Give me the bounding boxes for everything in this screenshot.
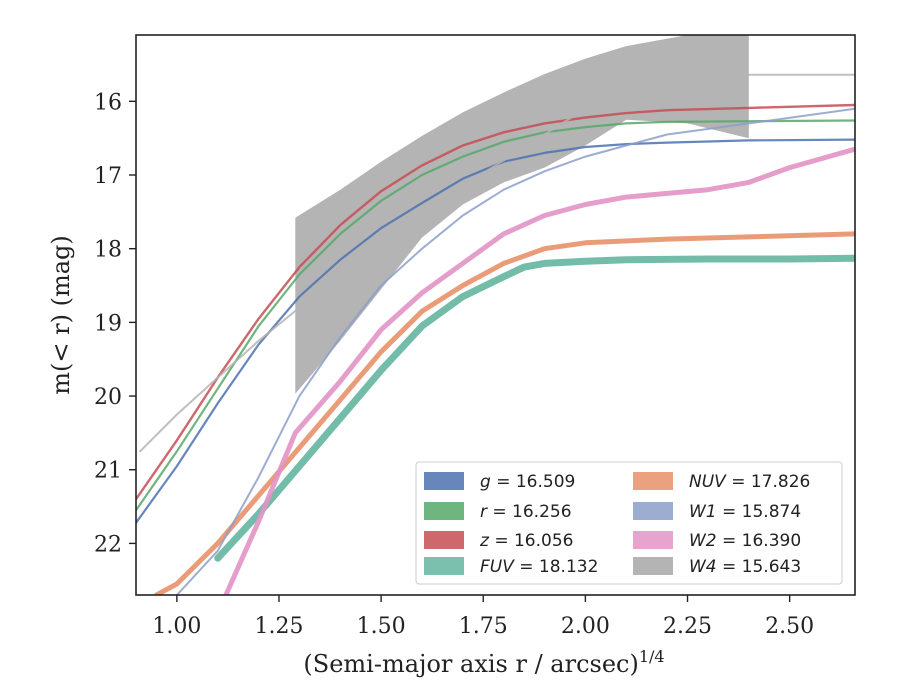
legend: g = 16.509 r = 16.256 z = 16.056 FUV = 18.1… xyxy=(415,461,843,585)
y-axis-label: m(< r) (mag) xyxy=(47,235,75,394)
x-tick-label: 2.00 xyxy=(561,614,610,639)
series-line-w1 xyxy=(175,107,855,595)
y-tick-label: 18 xyxy=(94,238,122,263)
legend-swatch-w4 xyxy=(633,557,673,575)
y-tick-label: 16 xyxy=(94,90,122,115)
series-line-w2 xyxy=(223,146,855,595)
legend-label-nuv: NUV = 17.826 xyxy=(689,472,810,492)
x-axis-label: (Semi-major axis r / arcsec)1/4 xyxy=(303,647,664,678)
x-axis-label-main: (Semi-major axis r / arcsec) xyxy=(303,650,638,678)
y-axis: 16 17 18 19 20 21 22 xyxy=(94,90,136,557)
legend-frame xyxy=(415,461,843,585)
x-tick-label: 2.50 xyxy=(765,614,814,639)
legend-swatch-w2 xyxy=(633,531,673,549)
x-tick-label: 1.25 xyxy=(254,614,303,639)
y-tick-label: 19 xyxy=(94,311,122,336)
x-tick-label: 1.00 xyxy=(152,614,201,639)
legend-label-w1: W1 = 15.874 xyxy=(689,502,801,522)
series-line-fuv xyxy=(214,254,855,562)
legend-swatch-r xyxy=(424,502,464,520)
series-band-w4 xyxy=(295,35,749,394)
series-line-w4 xyxy=(139,73,855,453)
x-tick-label: 1.50 xyxy=(357,614,406,639)
y-tick-label: 21 xyxy=(94,459,122,484)
y-tick-label: 17 xyxy=(94,164,122,189)
plot-frame xyxy=(135,34,856,596)
legend-label-z: z = 16.056 xyxy=(479,531,573,551)
legend-swatch-nuv xyxy=(633,472,673,490)
y-tick-label: 20 xyxy=(94,385,122,410)
plot-area xyxy=(136,35,855,595)
legend-swatch-g xyxy=(424,472,464,490)
series-line-z xyxy=(136,103,855,501)
x-tick-label: 2.25 xyxy=(663,614,712,639)
legend-swatch-w1 xyxy=(633,502,673,520)
legend-swatch-z xyxy=(424,531,464,549)
x-axis: 1.00 1.25 1.50 1.75 2.00 2.25 2.50 xyxy=(152,595,814,639)
x-axis-label-exponent: 1/4 xyxy=(639,647,665,666)
series-line-g xyxy=(136,138,855,524)
x-tick-label: 1.75 xyxy=(459,614,508,639)
legend-label-w4: W4 = 15.643 xyxy=(689,557,801,577)
series-line-r xyxy=(136,119,855,512)
legend-label-w2: W2 = 16.390 xyxy=(689,531,801,551)
legend-swatch-fuv xyxy=(424,557,464,575)
legend-label-g: g = 16.509 xyxy=(480,472,575,492)
legend-label-r: r = 16.256 xyxy=(480,502,572,522)
legend-label-fuv: FUV = 18.132 xyxy=(480,557,598,577)
y-tick-label: 22 xyxy=(94,532,122,557)
